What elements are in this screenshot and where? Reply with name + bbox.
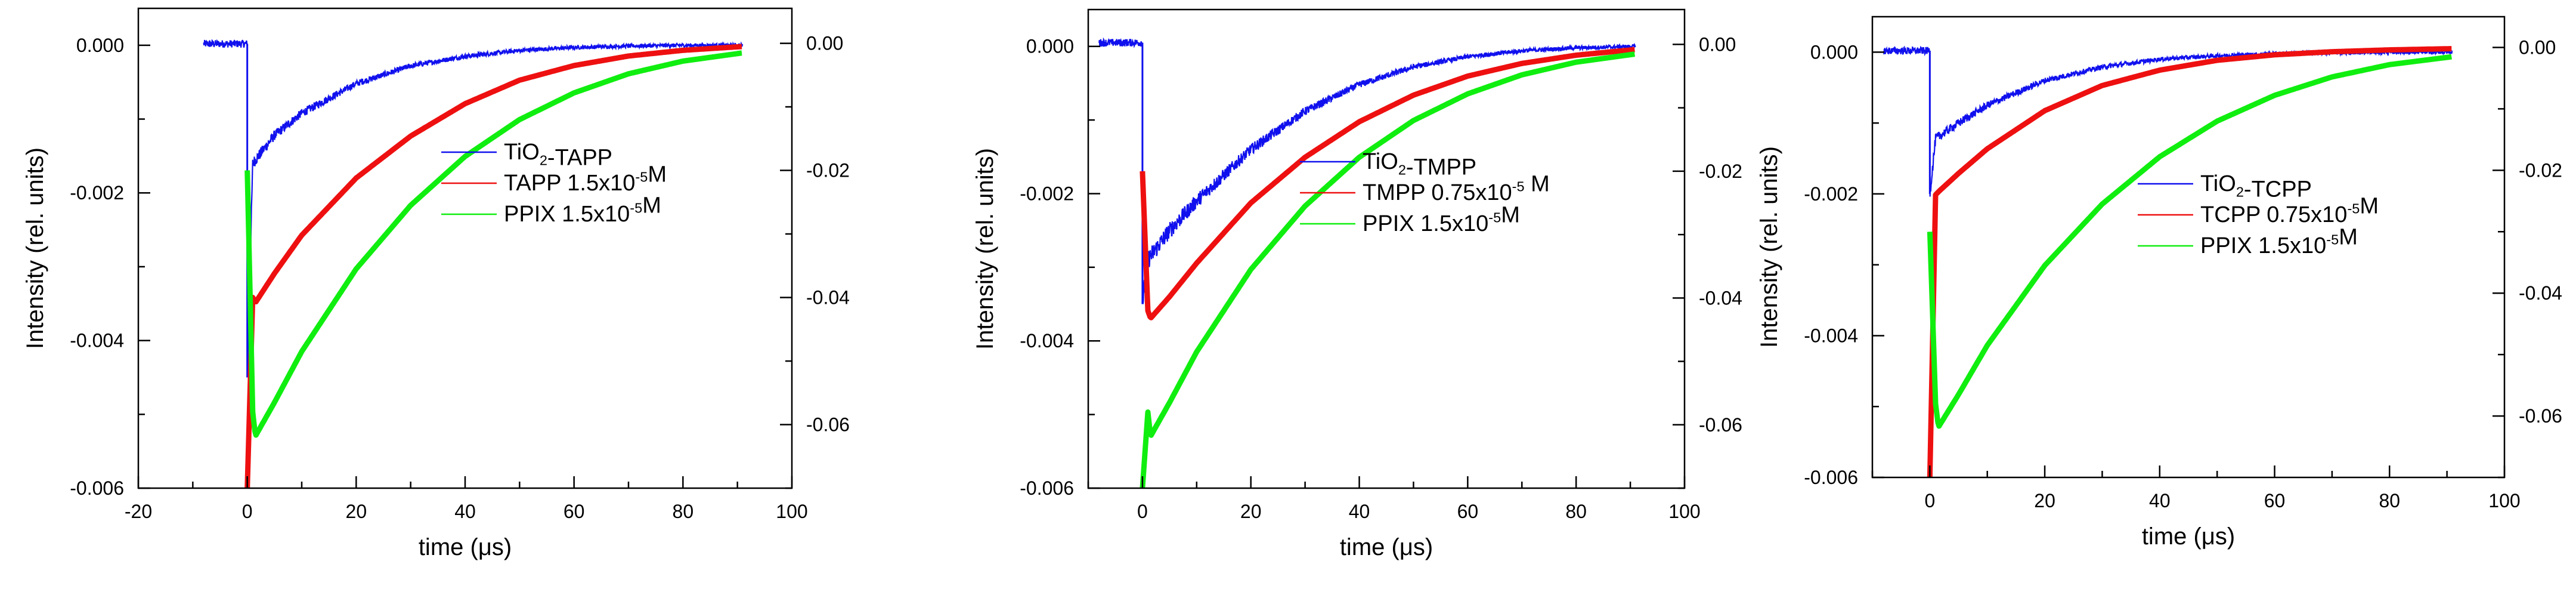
- legend-label: TCPP 0.75x10-5M: [2200, 194, 2379, 227]
- y2-tick-label: -0.06: [806, 414, 850, 436]
- y-tick-label: 0.000: [1026, 36, 1074, 57]
- y2-tick-label: 0.00: [2519, 36, 2556, 58]
- chart-panel-2: 0 20 40 60 80 100 0.000 -0.002 -0.004 -0.006 0.00 -…: [972, 8, 1742, 560]
- series-line-3: [1927, 54, 2453, 429]
- series-line-2: [1140, 47, 1636, 320]
- y-tick-label: 0.000: [1810, 41, 1858, 63]
- y2-tick-label: 0.00: [1699, 33, 1736, 55]
- plot-frame: [1087, 8, 1686, 489]
- series-line-2: [1927, 46, 2453, 477]
- legend-label: TiO2-TMPP: [1363, 149, 1476, 180]
- y-axis-label: Intensity (rel. units): [1756, 146, 1782, 348]
- y-tick-label: -0.004: [1020, 330, 1074, 352]
- x-tick-label: 0: [1137, 501, 1148, 522]
- x-tick-label: 60: [564, 501, 585, 522]
- series-line-2: [244, 44, 744, 488]
- x-axis-label: time (μs): [419, 534, 512, 560]
- legend-label: TiO2-TCPP: [2200, 171, 2312, 202]
- x-tick-label: 40: [454, 501, 476, 522]
- series-layer: [1883, 45, 2453, 477]
- legend-label: TAPP 1.5x10-5M: [504, 162, 667, 196]
- y-tick-label: -0.006: [1020, 477, 1074, 499]
- y2-tick-label: -0.04: [2519, 282, 2562, 304]
- x-axis-label: time (μs): [1340, 534, 1433, 560]
- x-tick-label: 80: [673, 501, 694, 522]
- x-tick-label: 60: [1457, 501, 1479, 522]
- series-line-1: [1883, 45, 2453, 197]
- x-tick-label: 20: [2034, 490, 2055, 511]
- series-layer: [203, 39, 744, 488]
- y-tick-label: -0.006: [1804, 467, 1858, 488]
- x-tick-label: 80: [2379, 490, 2400, 511]
- x-tick-label: 40: [2149, 490, 2171, 511]
- x-tick-label: 20: [1240, 501, 1262, 522]
- series-layer: [1098, 37, 1636, 488]
- plot-frame: [137, 7, 793, 489]
- chart-panel-1: -20 0 20 40 60 80 100 0.000 -0.002 -0.004 -0.006 0.…: [22, 7, 850, 560]
- series-line-1: [1098, 37, 1636, 304]
- x-tick-label: 20: [346, 501, 367, 522]
- y-axis-label: Intensity (rel. units): [972, 148, 998, 350]
- x-tick-label: 100: [2488, 490, 2520, 511]
- x-tick-label: 0: [1924, 490, 1935, 511]
- y2-tick-label: 0.00: [806, 33, 843, 54]
- y2-tick-label: -0.06: [1699, 414, 1742, 436]
- y-tick-label: -0.002: [1804, 183, 1858, 205]
- plot-frame: [1871, 16, 2506, 479]
- y-tick-label: -0.006: [70, 477, 124, 499]
- x-tick-label: 100: [1668, 501, 1700, 522]
- x-tick-label: 60: [2264, 490, 2286, 511]
- y-tick-label: 0.000: [76, 35, 124, 56]
- y-axis-label: Intensity (rel. units): [22, 147, 48, 349]
- legend-label: TMPP 0.75x10-5 M: [1363, 172, 1550, 205]
- y2-tick-label: -0.06: [2519, 405, 2562, 427]
- chart-panel-3: 0 20 40 60 80 100 0.000 -0.002 -0.004 -0.006 0.00 -…: [1756, 16, 2562, 550]
- y-tick-label: -0.004: [70, 330, 124, 352]
- legend-label: PPIX 1.5x10-5M: [1363, 203, 1520, 236]
- series-line-3: [244, 50, 744, 438]
- y2-tick-label: -0.04: [1699, 287, 1742, 309]
- y2-tick-label: -0.02: [1699, 161, 1742, 182]
- y-tick-label: -0.004: [1804, 325, 1858, 346]
- x-tick-label: 40: [1349, 501, 1370, 522]
- series-line-1: [203, 39, 744, 368]
- y2-tick-label: -0.04: [806, 287, 850, 309]
- x-tick-label: 80: [1565, 501, 1587, 522]
- series-line-3: [1140, 51, 1636, 488]
- legend-label: TiO2-TAPP: [504, 140, 612, 171]
- x-tick-label: 0: [242, 501, 253, 522]
- y2-tick-label: -0.02: [806, 160, 850, 181]
- legend-label: PPIX 1.5x10-5M: [504, 193, 661, 227]
- y-tick-label: -0.002: [70, 182, 124, 204]
- legend-label: PPIX 1.5x10-5M: [2200, 225, 2358, 258]
- x-axis-label: time (μs): [2142, 523, 2235, 550]
- x-tick-label: -20: [125, 501, 152, 522]
- y2-tick-label: -0.02: [2519, 159, 2562, 181]
- x-tick-label: 100: [776, 501, 807, 522]
- y-tick-label: -0.002: [1020, 183, 1074, 204]
